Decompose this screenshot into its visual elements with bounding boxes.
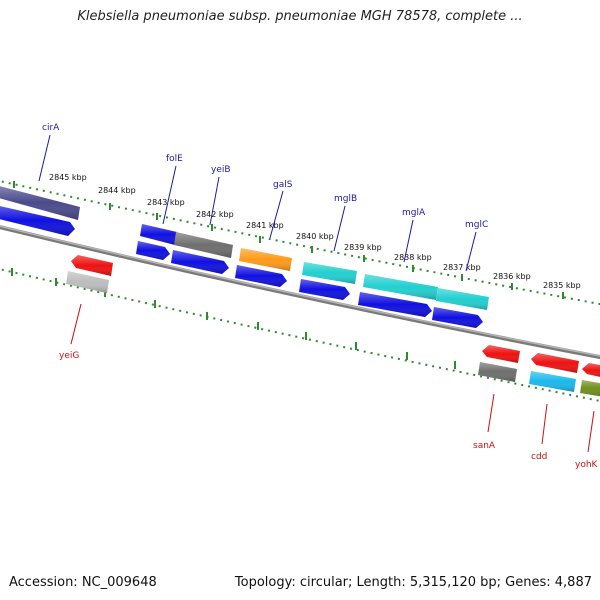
kbp-label: 2842 kbp — [196, 210, 234, 219]
gene-label-mglB: mglB — [334, 194, 357, 204]
gene-label-yohK: yohK — [575, 460, 599, 470]
kbp-tick-labels: 2845 kbp 2844 kbp 2843 kbp 2842 kbp 2841… — [49, 173, 581, 290]
map-title: Klebsiella pneumoniae subsp. pneumoniae … — [77, 9, 523, 24]
outer-forward-genes — [0, 186, 489, 310]
gene-label-mglC: mglC — [465, 220, 488, 230]
kbp-label: 2841 kbp — [246, 221, 284, 230]
reverse-label-lines — [70, 303, 595, 453]
gene-label-mglA: mglA — [402, 208, 426, 218]
gene-label-yeiG: yeiG — [59, 351, 79, 361]
accession-text: Accession: NC_009648 — [9, 575, 157, 590]
gene-label-sanA: sanA — [473, 441, 496, 451]
kbp-label: 2835 kbp — [543, 281, 581, 290]
gene-label-yeiB: yeiB — [211, 165, 231, 175]
gene-labels: cirA folE yeiB galS mglB mglA mglC yeiG … — [42, 123, 599, 470]
upper-major-ticks — [13, 181, 564, 299]
kbp-label: 2837 kbp — [443, 263, 481, 272]
gene-label-cdd: cdd — [531, 452, 547, 462]
reverse-genes — [66, 255, 600, 397]
gene-label-cirA: cirA — [42, 123, 60, 133]
kbp-label: 2844 kbp — [98, 186, 136, 195]
inner-forward-genes — [0, 206, 483, 328]
forward-label-lines — [38, 134, 477, 272]
kbp-label: 2836 kbp — [493, 272, 531, 281]
kbp-label: 2839 kbp — [344, 243, 382, 252]
kbp-label: 2838 kbp — [394, 253, 432, 262]
genome-backbone — [0, 225, 600, 360]
genome-summary-text: Topology: circular; Length: 5,315,120 bp… — [234, 575, 592, 590]
kbp-label: 2840 kbp — [296, 232, 334, 241]
kbp-label: 2845 kbp — [49, 173, 87, 182]
gene-label-folE: folE — [166, 154, 183, 164]
kbp-label: 2843 kbp — [147, 198, 185, 207]
gene-label-galS: galS — [273, 180, 293, 190]
